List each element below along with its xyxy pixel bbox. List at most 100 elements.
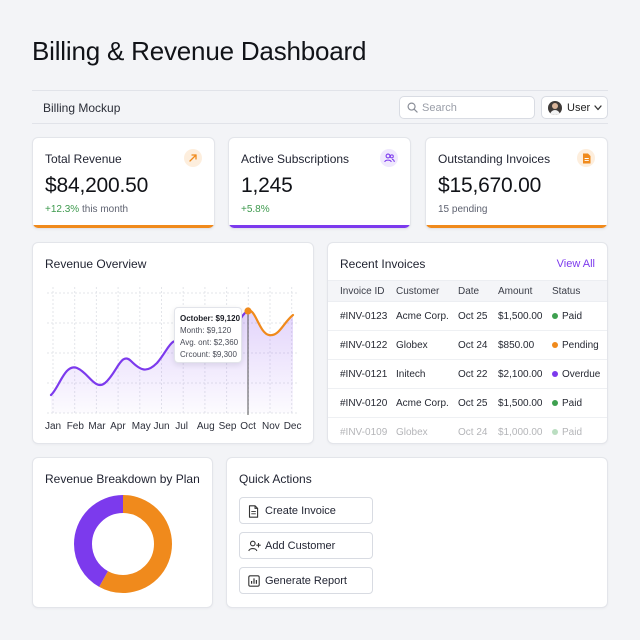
- kpi-accent-bar: [33, 225, 214, 228]
- donut-segment[interactable]: [74, 495, 172, 593]
- invoice-customer: Globex: [396, 340, 428, 351]
- revenue-line-chart: [47, 287, 299, 415]
- report-chart-icon: [248, 575, 260, 587]
- kpi-period: 15 pending: [438, 204, 488, 215]
- status-label: Paid: [562, 427, 583, 438]
- invoice-id: #INV-0122: [340, 340, 388, 351]
- table-header: Invoice ID Customer Date Amount Status: [328, 280, 607, 302]
- invoice-amount: $1,000.00: [498, 427, 543, 438]
- status-label: Overdue: [562, 369, 601, 380]
- status-dot: [552, 400, 558, 406]
- chart-tooltip: October: $9,120 Month: $9,120 Avg. ont: …: [174, 307, 242, 363]
- invoice-amount: $1,500.00: [498, 311, 543, 322]
- revenue-overview-card: Revenue Overview Jan Feb Mar Apr May Jun Jul Au…: [32, 242, 314, 444]
- add-customer-button[interactable]: Add Customer: [239, 532, 373, 559]
- invoice-amount: $850.00: [498, 340, 535, 351]
- column-header[interactable]: Customer: [396, 286, 440, 297]
- table-row[interactable]: #INV-0109 Globex Oct 24 $1,000.00 Paid: [328, 418, 607, 443]
- button-label: Generate Report: [265, 575, 347, 587]
- invoice-amount: $1,500.00: [498, 398, 543, 409]
- column-header[interactable]: Invoice ID: [340, 286, 385, 297]
- revenue-line-highlight: [246, 309, 295, 337]
- section-title: Recent Invoices: [340, 257, 426, 271]
- tooltip-line: Month: $9,120: [180, 326, 232, 335]
- invoice-customer: Initech: [396, 369, 426, 380]
- invoice-id: #INV-0123: [340, 311, 388, 322]
- status-label: Paid: [562, 398, 583, 409]
- invoice-date: Oct 22: [458, 369, 488, 380]
- document-icon: [248, 505, 259, 518]
- kpi-value: 1,245: [241, 174, 293, 197]
- kpi-accent-bar: [426, 225, 607, 228]
- status-dot: [552, 313, 558, 319]
- search-input[interactable]: [422, 100, 530, 116]
- status-label: Paid: [562, 311, 583, 322]
- invoice-id: #INV-0121: [340, 369, 388, 380]
- document-icon: [577, 149, 595, 167]
- button-label: Create Invoice: [265, 505, 336, 517]
- column-header[interactable]: Amount: [498, 286, 533, 297]
- section-title: Revenue Breakdown by Plan: [45, 472, 200, 486]
- kpi-delta: +12.3%: [45, 204, 80, 215]
- month-label: Jan: [45, 421, 62, 432]
- month-label: Nov: [262, 421, 280, 432]
- kpi-subtext: +5.8%: [241, 204, 270, 215]
- month-label: Feb: [66, 421, 84, 432]
- top-bar: Billing Mockup User: [32, 90, 608, 124]
- month-label: Jun: [153, 421, 170, 432]
- avatar: [548, 101, 562, 115]
- month-label: Dec: [283, 421, 302, 432]
- kpi-card-outstanding-invoices: Outstanding Invoices $15,670.00 15 pendi…: [425, 137, 608, 229]
- generate-report-button[interactable]: Generate Report: [239, 567, 373, 594]
- status-dot: [552, 371, 558, 377]
- invoice-id: #INV-0120: [340, 398, 388, 409]
- search-icon: [407, 102, 418, 113]
- kpi-value: $84,200.50: [45, 174, 149, 197]
- button-label: Add Customer: [265, 540, 336, 552]
- user-label: User: [567, 102, 591, 114]
- view-all-link[interactable]: View All: [556, 258, 595, 270]
- table-row[interactable]: #INV-0120 Acme Corp. Oct 25 $1,500.00 Pa…: [328, 389, 607, 418]
- tooltip-line: Avg. ont: $2,360: [180, 338, 239, 347]
- status-badge: Paid: [552, 311, 582, 322]
- add-user-icon: [248, 540, 261, 552]
- highlight-point[interactable]: [244, 307, 252, 315]
- invoice-date: Oct 25: [458, 311, 488, 322]
- trend-up-icon: [184, 149, 202, 167]
- month-label: Jul: [175, 421, 188, 432]
- tooltip-line: Crcount: $9,300: [180, 350, 237, 359]
- quick-actions-card: Quick Actions Create Invoice Add Custome…: [226, 457, 608, 608]
- page-title: Billing & Revenue Dashboard: [32, 36, 367, 66]
- table-row[interactable]: #INV-0121 Initech Oct 22 $2,100.00 Overd…: [328, 360, 607, 389]
- kpi-label: Total Revenue: [45, 152, 122, 166]
- user-menu[interactable]: User: [541, 96, 608, 119]
- search-box[interactable]: [399, 96, 535, 119]
- brand-label: Billing Mockup: [43, 101, 121, 115]
- status-badge: Paid: [552, 427, 582, 438]
- kpi-accent-bar: [229, 225, 410, 228]
- create-invoice-button[interactable]: Create Invoice: [239, 497, 373, 524]
- month-label: May: [131, 421, 151, 432]
- column-header[interactable]: Date: [458, 286, 480, 297]
- status-dot: [552, 429, 558, 435]
- kpi-label: Outstanding Invoices: [438, 152, 551, 166]
- table-row[interactable]: #INV-0122 Globex Oct 24 $850.00 Pending: [328, 331, 607, 360]
- kpi-subtext: +12.3% this month: [45, 204, 128, 215]
- section-title: Quick Actions: [239, 472, 312, 486]
- kpi-subtext: 15 pending: [438, 204, 488, 215]
- invoice-customer: Globex: [396, 427, 428, 438]
- invoice-date: Oct 24: [458, 340, 488, 351]
- users-icon: [380, 149, 398, 167]
- status-dot: [552, 342, 558, 348]
- revenue-breakdown-card: Revenue Breakdown by Plan: [32, 457, 213, 608]
- table-row[interactable]: #INV-0123 Acme Corp. Oct 25 $1,500.00 Pa…: [328, 302, 607, 331]
- status-label: Pending: [562, 340, 599, 351]
- month-label: Oct: [240, 421, 256, 432]
- month-label: Mar: [88, 421, 106, 432]
- kpi-card-active-subscriptions: Active Subscriptions 1,245 +5.8%: [228, 137, 411, 229]
- month-label: Sep: [218, 421, 237, 432]
- column-header[interactable]: Status: [552, 286, 581, 297]
- status-badge: Paid: [552, 398, 582, 409]
- revenue-area: [51, 310, 293, 413]
- tooltip-title: October: $9,120: [180, 314, 241, 323]
